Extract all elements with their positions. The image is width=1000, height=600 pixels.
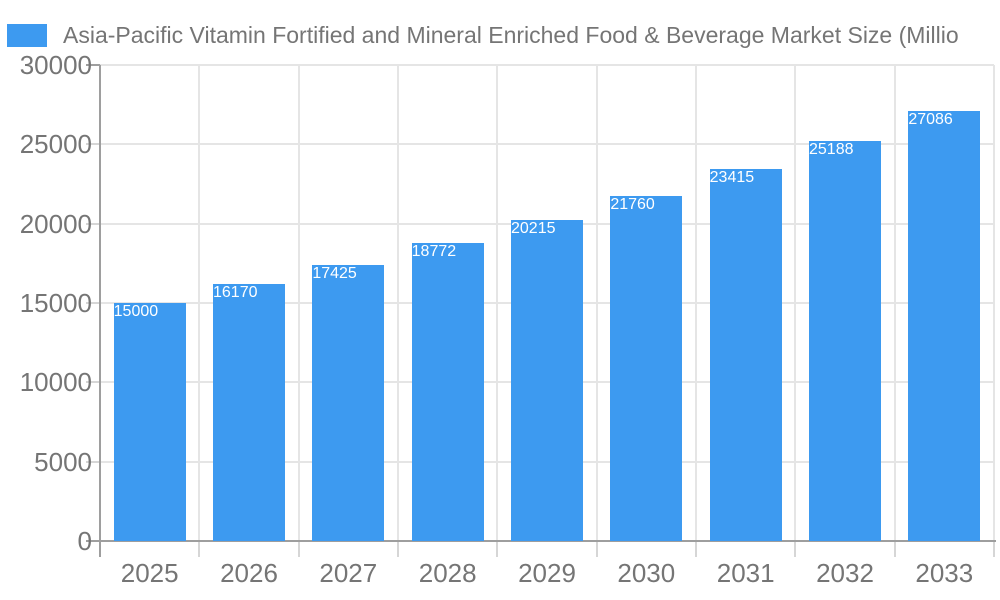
y-axis-line [99,65,101,541]
chart-legend: Asia-Pacific Vitamin Fortified and Miner… [7,22,1000,49]
x-axis-tick [198,542,201,557]
bar-value-label: 18772 [411,243,457,261]
x-axis-label: 2033 [915,558,974,588]
x-axis-tick [397,542,399,557]
bar-value-label: 15000 [113,303,159,320]
x-axis-label: 2025 [120,558,179,588]
bar-2030[interactable]: 21760 [610,195,683,541]
bar-value-label: 25188 [809,141,854,159]
legend-swatch-icon [7,24,47,47]
x-axis-label: 2027 [319,558,378,588]
y-axis-label: 25000 [19,129,92,160]
bar-2028[interactable]: 18772 [411,243,484,541]
x-axis-line [99,540,996,542]
vgridline [198,65,201,541]
y-axis-label: 30000 [19,50,92,80]
x-axis-tick [993,542,995,557]
y-axis-tick [86,460,100,463]
x-axis-tick [893,542,896,557]
vgridline [893,65,896,541]
bar-2029[interactable]: 20215 [511,220,583,541]
y-axis-label: 5000 [34,446,92,477]
bar-value-label: 16170 [213,284,258,302]
bar-2025[interactable]: 15000 [113,303,186,541]
bar-value-label: 21760 [610,195,655,213]
hgridline [100,143,994,146]
y-axis-tick [86,64,100,66]
bar-2026[interactable]: 16170 [213,284,285,541]
y-axis-tick [86,540,100,542]
vgridline [993,65,995,541]
bar-value-label: 23415 [709,169,755,187]
bar-2032[interactable]: 25188 [809,141,881,541]
x-axis-tick [595,542,598,557]
y-axis-tick [86,302,100,304]
x-axis-tick [695,542,697,557]
bar-2031[interactable]: 23415 [709,169,782,541]
vgridline [595,65,598,541]
x-axis-tick [99,542,101,557]
y-axis-label: 10000 [19,367,92,398]
vgridline [496,65,499,541]
y-axis-label: 0 [77,526,92,556]
x-axis-label: 2029 [518,558,576,588]
hgridline [100,64,994,66]
y-axis-label: 20000 [19,208,92,239]
vgridline [695,65,697,541]
y-axis-tick [86,143,100,146]
y-axis-tick [86,381,100,384]
x-axis-label: 2030 [617,558,676,588]
x-axis-tick [297,542,300,557]
bar-value-label: 27086 [908,111,953,129]
y-axis-tick [86,222,100,225]
x-axis-label: 2032 [816,558,874,588]
bar-value-label: 17425 [312,264,357,282]
vgridline [397,65,399,541]
chart-title: Asia-Pacific Vitamin Fortified and Miner… [63,22,959,48]
bar-value-label: 20215 [511,220,556,238]
bar-2027[interactable]: 17425 [312,264,385,541]
bar-2033[interactable]: 27086 [908,111,981,541]
x-axis-tick [794,542,797,557]
vgridline [794,65,797,541]
y-axis-label: 15000 [19,288,92,318]
vgridline [297,65,300,541]
x-axis-tick [496,542,499,557]
x-axis-label: 2028 [418,558,477,588]
x-axis-label: 2026 [220,558,278,588]
x-axis-label: 2031 [716,558,775,588]
